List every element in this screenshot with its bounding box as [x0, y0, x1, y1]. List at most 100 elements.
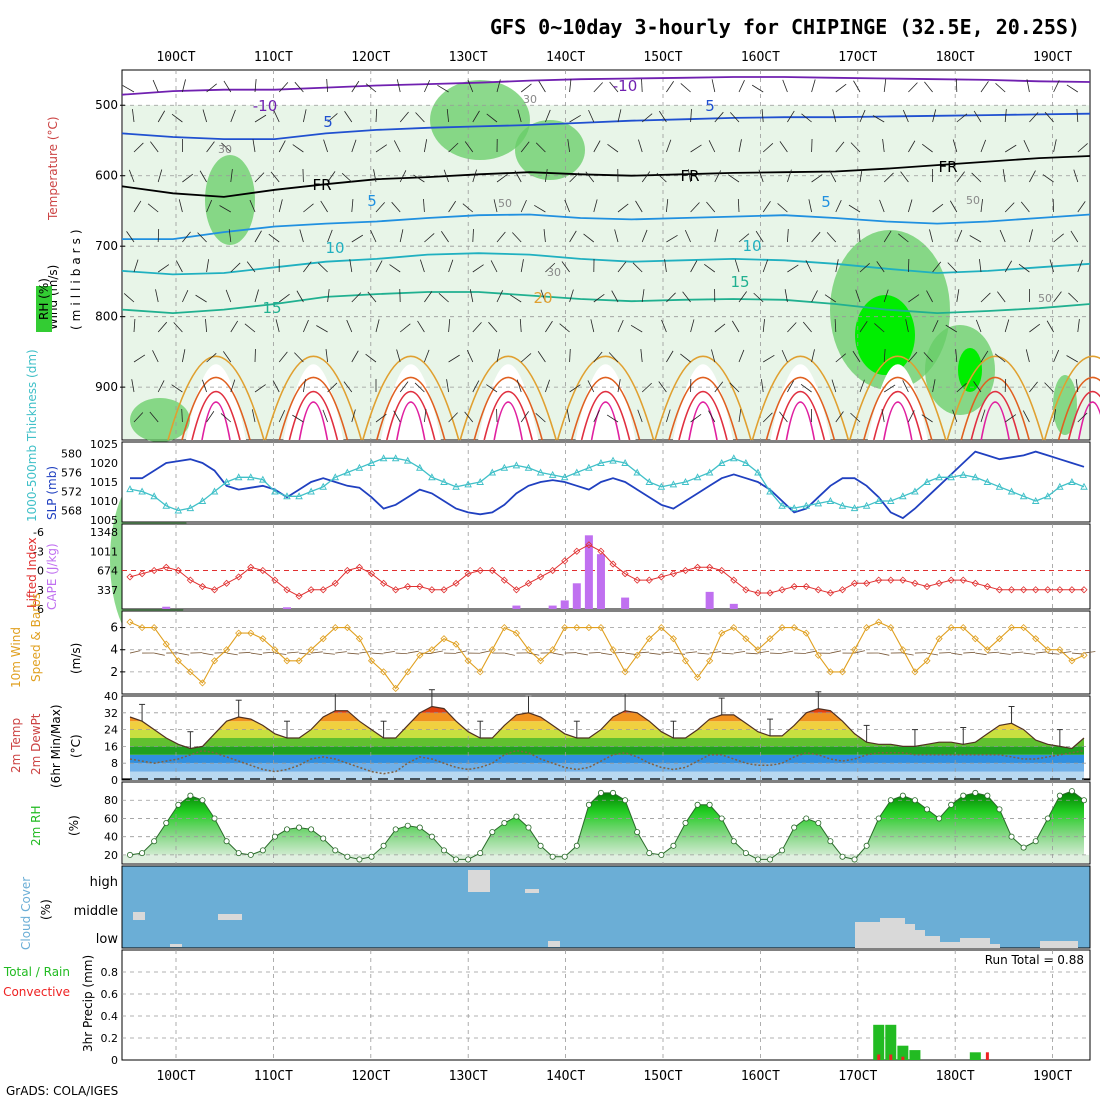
rh2m-marker	[465, 856, 472, 863]
thickness-marker	[162, 501, 170, 509]
isotherm-15	[121, 291, 1091, 315]
upper-wind-barb	[980, 199, 983, 213]
upper-wind-barb	[326, 79, 328, 93]
thickness-marker	[271, 487, 279, 495]
temp-band	[130, 738, 1084, 747]
lifted-index-marker	[706, 563, 714, 571]
lifted-index-marker	[959, 576, 967, 584]
surface-isotherm	[590, 401, 621, 441]
surface-isotherm	[849, 355, 947, 441]
wind10-panel: 6 4 2 10m Wind Speed & Barbs (m/s)	[9, 593, 1096, 695]
upper-wind-barb	[980, 139, 987, 153]
upper-wind-barb	[738, 80, 745, 93]
upper-wind-barb	[462, 203, 474, 213]
upper-wind-barb	[327, 382, 338, 393]
upper-wind-barb	[341, 173, 353, 183]
thickness-marker	[355, 463, 364, 471]
upper-wind-barb	[811, 290, 818, 303]
surface-isotherm	[960, 376, 1030, 441]
rh2m-marker	[247, 851, 254, 858]
upper-wind-barb	[997, 291, 1006, 303]
upper-wind-barb	[834, 318, 837, 333]
upper-wind-barb	[945, 324, 958, 333]
upper-wind-barb	[181, 408, 183, 423]
wind10-marker	[452, 640, 460, 648]
upper-wind-barb	[782, 79, 788, 93]
rh2m-marker	[694, 801, 701, 808]
lifted-index-marker	[307, 586, 315, 594]
upper-wind-barb	[228, 229, 232, 243]
upper-wind-barb	[128, 169, 135, 183]
surface-isotherm	[493, 401, 523, 441]
upper-wind-barb	[399, 170, 407, 183]
upper-wind-barb	[753, 292, 764, 303]
surface-isotherm	[751, 355, 850, 441]
temp2m-ylabel-unit: (°C)	[69, 734, 83, 758]
upper-wind-barb	[202, 109, 207, 123]
cloud-gap	[133, 912, 145, 920]
upper-wind-barb	[493, 199, 498, 213]
thickness-marker	[573, 468, 581, 476]
wind10-marker	[754, 646, 762, 654]
rh2m-marker	[561, 853, 568, 860]
wind10-barb	[709, 651, 722, 654]
upper-wind-barb	[327, 229, 333, 243]
cape-bar	[729, 603, 738, 609]
upper-wind-barb	[399, 229, 404, 243]
date-axis-bottom: 10OCT 11OCT 12OCT 13OCT 14OCT 15OCT 16OCT 17OCT…	[156, 1069, 1072, 1084]
upper-wind-barb	[781, 349, 788, 363]
upper-wind-barb	[874, 323, 885, 333]
upper-wind-barb	[510, 294, 522, 303]
wind10-marker	[126, 618, 134, 626]
lifted-index-marker	[150, 566, 158, 575]
upper-wind-barb	[244, 323, 256, 333]
wind10-marker	[1007, 624, 1016, 632]
rh2m-marker	[634, 829, 641, 836]
wind10-marker	[1056, 646, 1064, 654]
rh2m-marker	[718, 815, 725, 822]
date-tick-top: 17OCT	[838, 50, 877, 65]
upper-wind-barb	[1053, 233, 1064, 243]
lifted-index-marker	[742, 586, 750, 594]
upper-wind-barb	[1004, 414, 1017, 423]
thickness-marker	[790, 504, 798, 512]
upper-wind-barb	[351, 292, 362, 303]
wind10-marker	[476, 668, 484, 676]
wind10-barb	[1023, 652, 1036, 655]
wind10-barb	[154, 652, 165, 656]
contour-label: 50	[1038, 292, 1052, 305]
wind10-marker	[331, 624, 339, 632]
precip-total-label: Total / Rain	[3, 965, 70, 979]
upper-wind-barb	[535, 142, 546, 153]
upper-ylabel-unit: (millibars)	[69, 225, 83, 330]
surface-isotherm	[678, 391, 728, 441]
isotherm-minus10	[121, 76, 1091, 96]
upper-wind-barb	[1077, 259, 1083, 273]
wind10-barb	[661, 651, 674, 654]
rh-blob	[1053, 375, 1077, 435]
upper-wind-barb	[617, 109, 622, 123]
date-tick-top: 11OCT	[254, 50, 293, 65]
upper-wind-barb	[979, 259, 982, 273]
upper-wind-barb	[157, 264, 170, 273]
thickness-marker	[560, 473, 569, 481]
upper-wind-barb	[275, 319, 280, 333]
thickness-marker	[391, 454, 400, 462]
upper-wind-barb	[254, 289, 259, 303]
upper-wind-barb	[252, 139, 256, 153]
wind10-marker	[392, 684, 400, 693]
upper-wind-barb	[278, 351, 288, 363]
upper-wind-barb	[175, 260, 183, 273]
upper-wind-barb	[832, 109, 837, 123]
wind10-marker	[633, 651, 641, 659]
upper-wind-barb	[1029, 381, 1038, 393]
upper-wind-barb	[564, 199, 570, 213]
upper-wind-barb	[690, 144, 702, 153]
wind10-barb	[226, 652, 238, 656]
upper-wind-barb	[738, 139, 742, 153]
wind10-marker	[838, 668, 847, 676]
upper-wind-barb	[593, 140, 601, 153]
upper-wind-barb	[835, 200, 842, 213]
rh-blob-dark	[958, 348, 982, 392]
rh2m-marker	[682, 820, 689, 827]
